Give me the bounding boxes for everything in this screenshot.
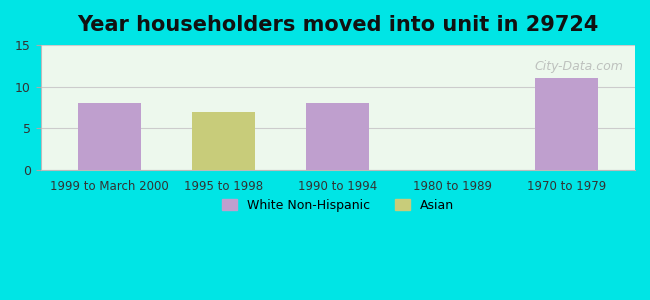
Bar <box>78 103 140 170</box>
Legend: White Non-Hispanic, Asian: White Non-Hispanic, Asian <box>216 194 459 217</box>
Title: Year householders moved into unit in 29724: Year householders moved into unit in 297… <box>77 15 599 35</box>
Bar <box>192 112 255 170</box>
Bar <box>306 103 369 170</box>
Text: City-Data.com: City-Data.com <box>534 60 623 73</box>
Bar <box>535 78 598 170</box>
